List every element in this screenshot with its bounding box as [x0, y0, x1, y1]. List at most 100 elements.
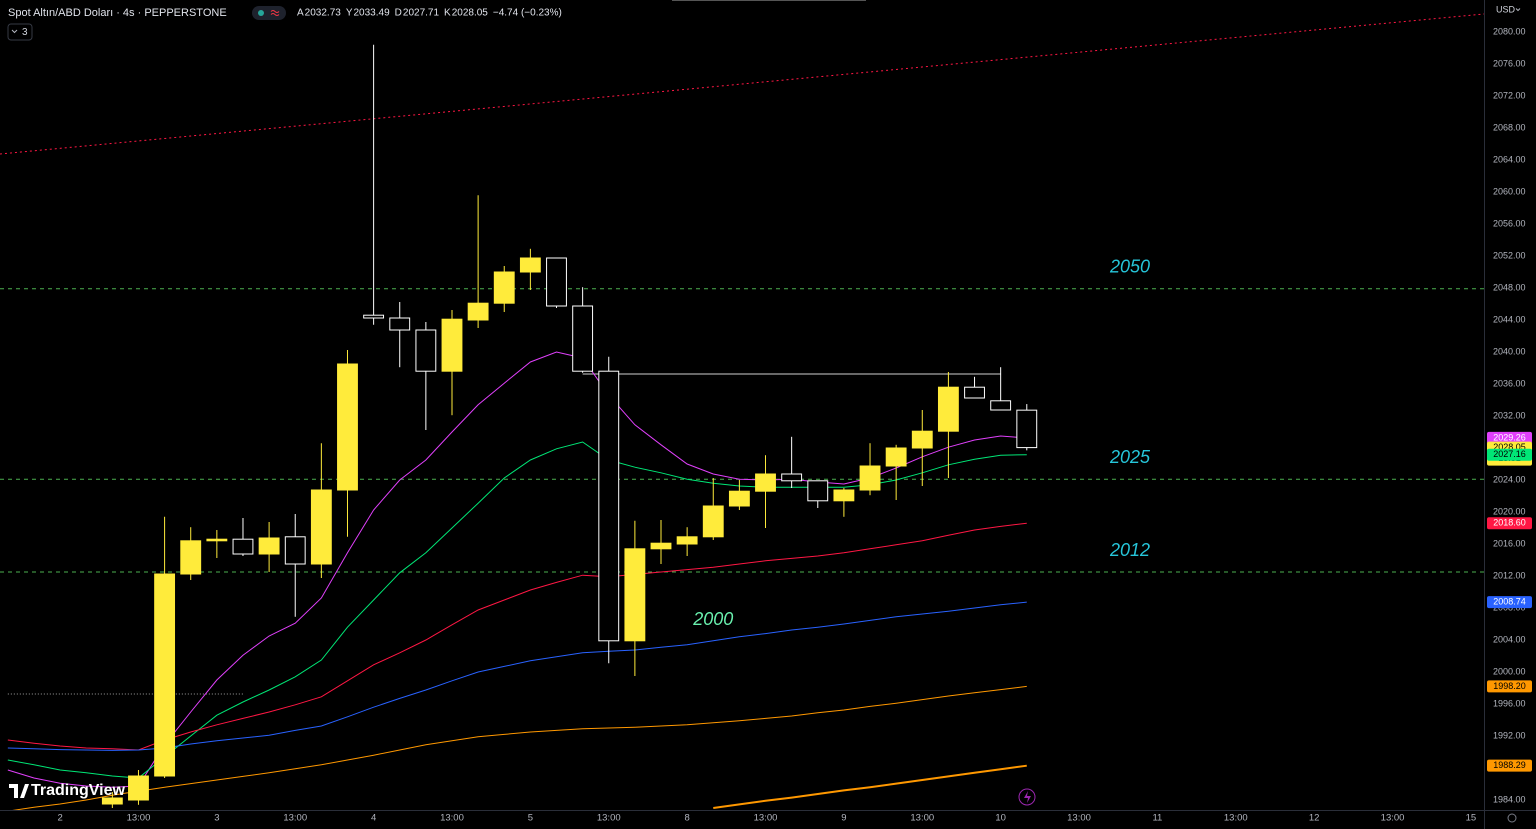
- y-tick-label: 2056.00: [1493, 218, 1526, 228]
- candle-body: [232, 538, 254, 555]
- y-tick-label: 2080.00: [1493, 26, 1526, 36]
- x-tick-label: 11: [1152, 813, 1162, 824]
- level-label: 2050: [1109, 257, 1150, 277]
- candle-body: [206, 538, 228, 542]
- candle-body: [911, 430, 933, 449]
- price-tag: [1487, 431, 1532, 444]
- x-tick-label: 5: [528, 813, 533, 824]
- moving-average: [12, 685, 1027, 810]
- candle-body: [781, 473, 803, 482]
- candle-body: [859, 465, 881, 491]
- candle-body: [258, 537, 280, 555]
- candle-body: [441, 318, 463, 372]
- level-label: 2012: [1109, 540, 1150, 560]
- x-tick-label: 3: [214, 813, 219, 824]
- annotation: 2000: [692, 609, 733, 629]
- ohlc-key: K: [444, 8, 451, 19]
- price-tag: [1487, 448, 1532, 461]
- candle-body: [728, 490, 750, 507]
- y-tick-label: 2012.00: [1493, 570, 1526, 580]
- indicator-count: 3: [22, 27, 28, 38]
- y-tick-label: 2068.00: [1493, 122, 1526, 132]
- y-tick-label: 2076.00: [1493, 58, 1526, 68]
- y-tick-label: 2016.00: [1493, 538, 1526, 548]
- candle-body: [676, 536, 698, 545]
- price-tag-label: 2018.60: [1493, 518, 1526, 528]
- candle-body: [964, 386, 985, 399]
- candle-body: [937, 386, 959, 432]
- ohlc-key: Y: [346, 8, 353, 19]
- x-tick-label: 2: [57, 813, 62, 824]
- y-tick-label: 2020.00: [1493, 506, 1526, 516]
- ohlc-key: A: [297, 8, 304, 19]
- y-tick-label: 2004.00: [1493, 634, 1526, 644]
- x-tick-label: 8: [684, 813, 689, 824]
- candle-body: [467, 302, 489, 321]
- candle-body: [885, 447, 907, 467]
- candle-body: [650, 542, 672, 550]
- status-icon: [270, 10, 280, 16]
- candle-body: [337, 363, 358, 491]
- x-tick-label: 15: [1466, 813, 1477, 824]
- chevron: [1515, 8, 1521, 12]
- drawn-line: [0, 13, 1484, 155]
- price-tag-label: 2028.05: [1493, 442, 1526, 452]
- candle-body: [755, 473, 776, 492]
- x-tick-label: 13:00: [1224, 813, 1248, 824]
- candle-body: [624, 548, 646, 642]
- candle-body: [284, 536, 306, 565]
- x-tick-label: 13:00: [754, 813, 778, 824]
- status-dot: [258, 10, 264, 16]
- x-tick-label: 4: [371, 813, 376, 824]
- price-tag-label: 1998.20: [1493, 681, 1526, 691]
- level-label: 2025: [1109, 447, 1151, 467]
- change: −4.74 (−0.23%): [493, 8, 562, 19]
- currency[interactable]: USD: [1496, 4, 1516, 14]
- candle-body: [154, 573, 176, 777]
- ohlc-value: 2033.49: [354, 8, 391, 19]
- x-tick-label: 13:00: [440, 813, 464, 824]
- moving-average: [713, 764, 1027, 809]
- alert-icon[interactable]: [1018, 788, 1036, 806]
- candle-body: [389, 317, 411, 331]
- candle-body: [180, 540, 202, 575]
- settings-icon[interactable]: [1507, 813, 1517, 823]
- y-tick-label: 2048.00: [1493, 282, 1526, 292]
- status-pill[interactable]: [252, 6, 286, 20]
- y-tick-label: 2000.00: [1493, 666, 1526, 676]
- price-tag: [1487, 680, 1532, 693]
- ohlc-key: D: [395, 8, 402, 19]
- watermark: TradingView: [31, 782, 126, 799]
- y-tick-label: 1992.00: [1493, 730, 1526, 740]
- price-tag: [1487, 759, 1532, 772]
- chevron: [11, 29, 18, 34]
- plot-area: 2050 2025 2012 2000: [0, 13, 1484, 810]
- price-tag-label: 2027.16: [1493, 449, 1526, 459]
- candle-body: [1016, 409, 1038, 449]
- y-tick-label: 1996.00: [1493, 698, 1526, 708]
- ohlc-value: 2028.05: [452, 8, 489, 19]
- candle-body: [101, 797, 123, 805]
- candle-body: [519, 257, 541, 273]
- x-tick-label: 13:00: [283, 813, 307, 824]
- price-tag-label: 2008.74: [1493, 596, 1526, 606]
- price-tag: [1487, 596, 1532, 609]
- ohlc-value: 2027.71: [403, 8, 440, 19]
- logo: TradingView: [9, 782, 126, 799]
- ohlc-value: 2032.73: [305, 8, 342, 19]
- candle-body: [128, 775, 149, 801]
- y-tick-label: 2032.00: [1493, 410, 1526, 420]
- indicator-toggle[interactable]: [7, 23, 33, 41]
- x-tick-label: 10: [995, 813, 1006, 824]
- overlay: Spot Altın/ABD Doları · 4s · PEPPERSTONE…: [7, 4, 1532, 824]
- price-tag-label: 1988.29: [1493, 760, 1526, 770]
- x-tick-label: 13:00: [1067, 813, 1091, 824]
- y-tick-label: 2044.00: [1493, 314, 1526, 324]
- moving-average: [7, 522, 1027, 751]
- price-tag: [1487, 517, 1532, 530]
- y-tick-label: 2036.00: [1493, 378, 1526, 388]
- x-tick-label: 12: [1309, 813, 1320, 824]
- y-tick-label: 2024.00: [1493, 474, 1526, 484]
